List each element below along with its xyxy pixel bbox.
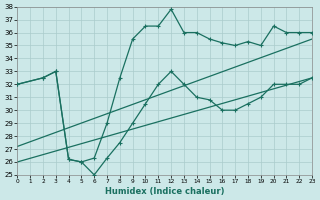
X-axis label: Humidex (Indice chaleur): Humidex (Indice chaleur) <box>105 187 224 196</box>
